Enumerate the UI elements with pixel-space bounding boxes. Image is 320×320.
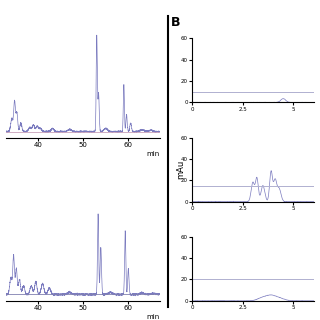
- Text: min: min: [147, 151, 160, 157]
- Text: mAu: mAu: [176, 160, 185, 179]
- Text: min: min: [147, 314, 160, 320]
- Text: B: B: [171, 16, 181, 29]
